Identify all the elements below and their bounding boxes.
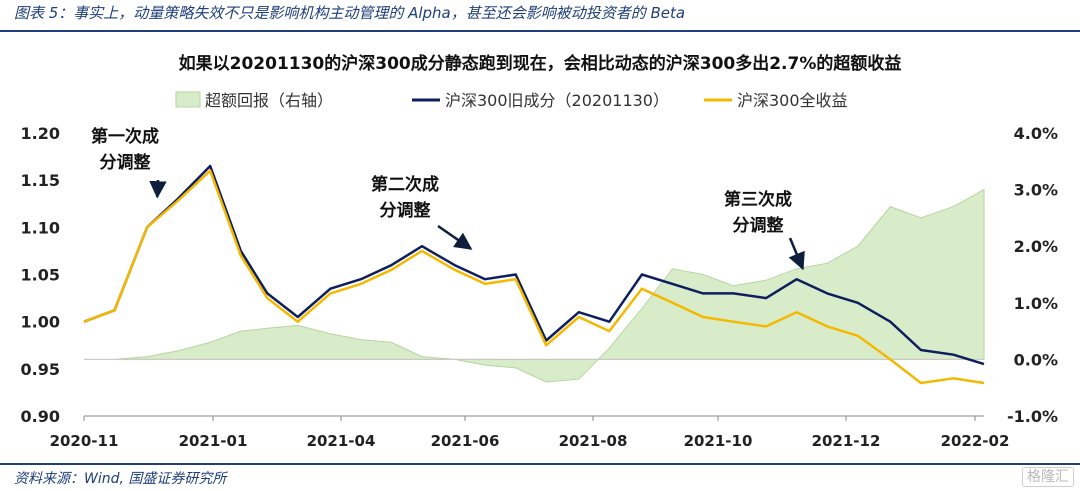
x-tick-label: 2021-04 xyxy=(307,432,376,450)
source-rule xyxy=(0,463,1080,465)
y-right-tick-label: 1.0% xyxy=(1014,294,1058,313)
annotation-text: 第三次成 xyxy=(724,189,792,210)
chart: 如果以20201130的沪深300成分静态跑到现在，会相比动态的沪深300多出2… xyxy=(21,53,1058,450)
y-left-tick-label: 1.15 xyxy=(21,171,60,190)
y-left-tick-label: 1.20 xyxy=(21,124,60,143)
annotation-arrow xyxy=(149,179,167,199)
series-line-total-return xyxy=(83,169,985,385)
legend-label-area: 超额回报（右轴） xyxy=(205,91,333,110)
figure-caption: 图表 5：事实上，动量策略失效不只是影响机构主动管理的 Alpha，甚至还会影响… xyxy=(14,4,686,22)
y-right-tick-label: 2.0% xyxy=(1014,237,1058,256)
y-right-tick-label: 0.0% xyxy=(1014,350,1058,369)
legend-swatch-area xyxy=(175,91,201,108)
y-right-tick-label: 3.0% xyxy=(1014,181,1058,200)
x-tick-label: 2021-12 xyxy=(812,432,881,450)
annotation-text: 第二次成 xyxy=(371,174,439,195)
annotation-text: 第一次成 xyxy=(91,126,159,147)
x-tick-label: 2022-02 xyxy=(941,432,1010,450)
annotation-text: 分调整 xyxy=(380,200,431,221)
y-left-tick-label: 0.90 xyxy=(21,407,60,426)
series-area-excess-return xyxy=(84,188,985,383)
source-note: 资料来源：Wind, 国盛证券研究所 xyxy=(14,471,227,487)
caption-rule xyxy=(0,30,1080,32)
annotation-text: 分调整 xyxy=(733,215,784,236)
x-tick-label: 2021-06 xyxy=(431,432,500,450)
y-right-tick-label: -1.0% xyxy=(1007,407,1058,426)
legend: 超额回报（右轴） 沪深300旧成分（20201130） 沪深300全收益 xyxy=(175,91,848,110)
watermark: 格隆汇 xyxy=(1022,467,1074,487)
x-tick-label: 2020-11 xyxy=(50,432,119,450)
x-tick-label: 2021-08 xyxy=(559,432,628,450)
annotation-text: 分调整 xyxy=(100,152,151,173)
series-line-old-constituents xyxy=(83,164,985,366)
y-right-tick-label: 4.0% xyxy=(1014,124,1058,143)
annotation-arrow xyxy=(788,237,805,271)
x-tick-label: 2021-01 xyxy=(179,432,248,450)
x-tick-label: 2021-10 xyxy=(684,432,753,450)
legend-label-old: 沪深300旧成分（20201130） xyxy=(445,91,669,110)
annotation-arrow xyxy=(437,224,473,250)
chart-title: 如果以20201130的沪深300成分静态跑到现在，会相比动态的沪深300多出2… xyxy=(179,53,902,74)
y-left-tick-label: 1.05 xyxy=(21,266,60,285)
legend-label-total: 沪深300全收益 xyxy=(737,91,848,110)
y-left-tick-label: 1.10 xyxy=(21,218,60,237)
y-left-tick-label: 0.95 xyxy=(21,360,60,379)
y-left-tick-label: 1.00 xyxy=(21,313,60,332)
